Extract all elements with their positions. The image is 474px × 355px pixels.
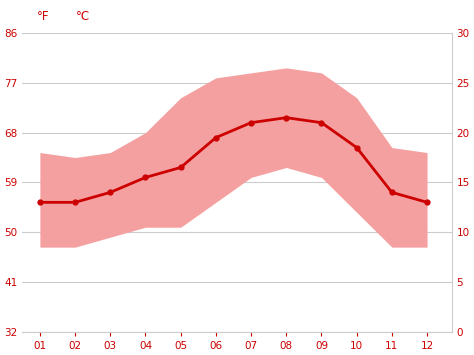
Text: °F: °F	[36, 10, 49, 23]
Text: °C: °C	[76, 10, 90, 23]
